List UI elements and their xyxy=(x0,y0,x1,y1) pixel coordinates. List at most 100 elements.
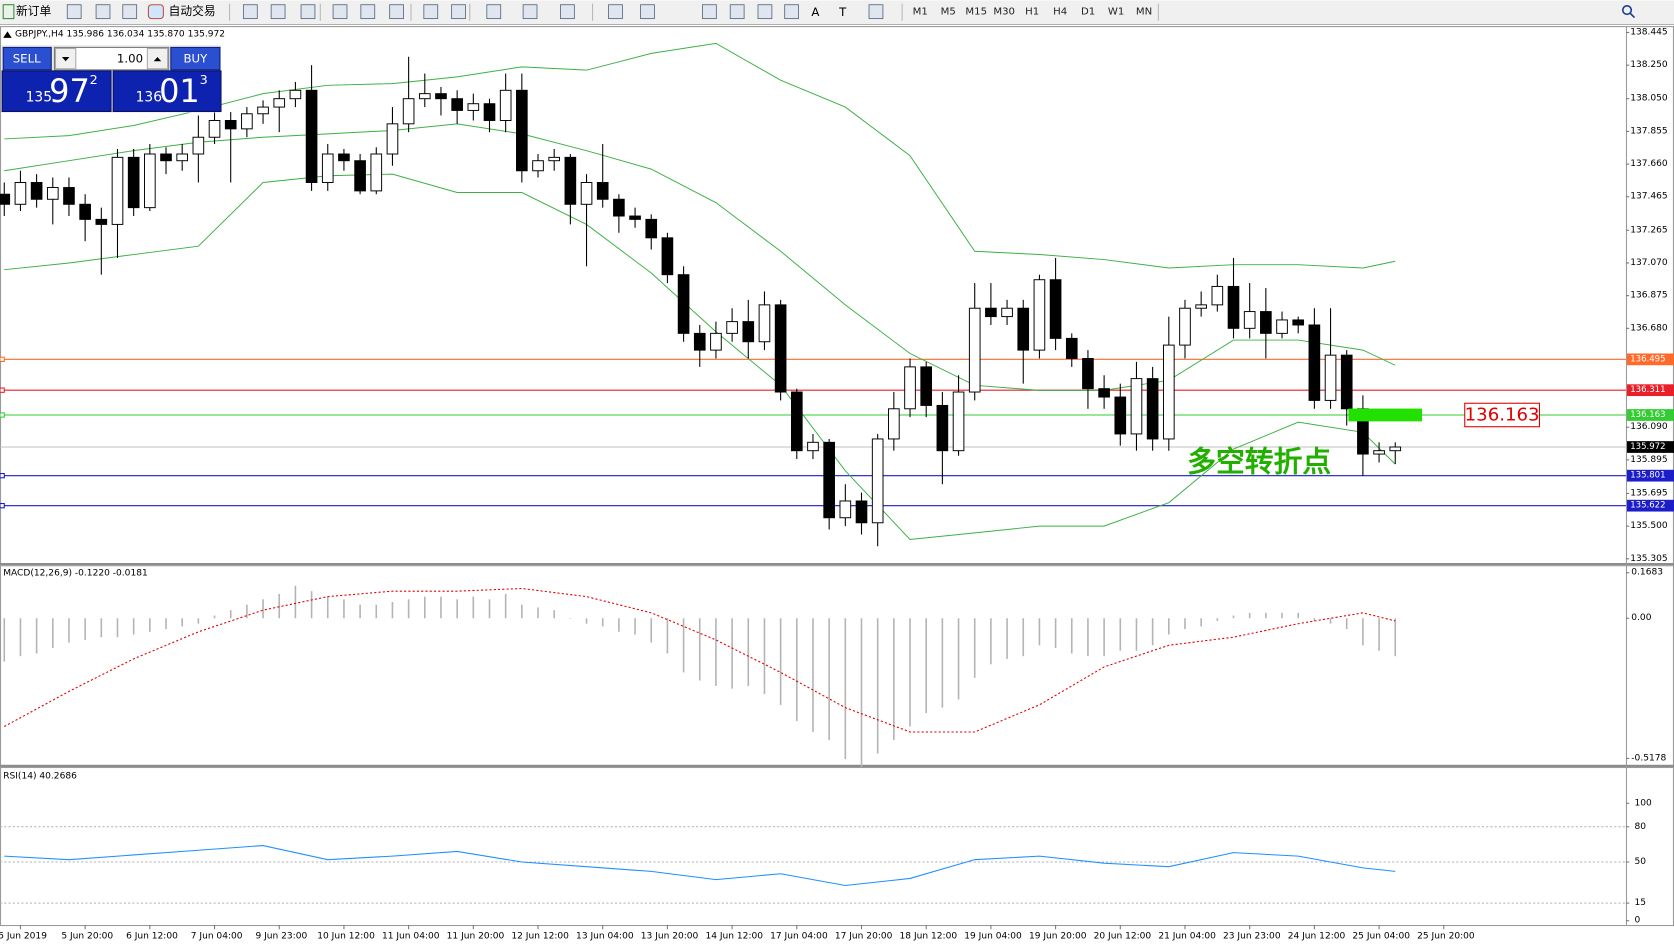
candle-body xyxy=(499,89,512,121)
macd-bar xyxy=(1054,618,1057,649)
macd-bar xyxy=(715,618,717,686)
candle-body xyxy=(451,98,463,111)
candle-body xyxy=(402,98,415,125)
toolbar-icon[interactable] xyxy=(702,4,717,20)
toolbar-icon[interactable] xyxy=(95,4,111,20)
timeframe-button[interactable]: H4 xyxy=(1053,7,1067,18)
macd-bar xyxy=(990,618,992,665)
candle-body xyxy=(1276,319,1288,334)
panel-splitter xyxy=(0,563,1674,566)
time-tick-label: 13 Jun 20:00 xyxy=(641,932,699,942)
macd-bar xyxy=(504,593,507,619)
timeframe-button[interactable]: D1 xyxy=(1081,7,1095,18)
plots: 138.445 138.250 138.050 137.855 137.660 137.4… xyxy=(0,27,1674,942)
candle-body xyxy=(224,119,237,130)
toolbar-icon[interactable] xyxy=(522,4,538,20)
toolbar-icon[interactable] xyxy=(560,4,575,20)
level-marker xyxy=(0,387,5,393)
lot-input[interactable] xyxy=(53,46,170,71)
toolbar-icon[interactable] xyxy=(757,4,773,20)
buy-button[interactable] xyxy=(170,46,221,71)
price-tick-label: 135.305 xyxy=(1630,554,1667,564)
candle-body xyxy=(289,89,302,100)
time-tick-label: 11 Jun 04:00 xyxy=(382,932,440,942)
macd-bar xyxy=(456,599,458,619)
level-marker xyxy=(0,472,5,479)
candle-body xyxy=(354,160,366,192)
toolbar-icon[interactable] xyxy=(608,4,623,20)
toolbar-icon[interactable] xyxy=(242,4,258,20)
candle-body xyxy=(127,156,140,209)
candle-body xyxy=(0,193,11,205)
macd-bar xyxy=(1248,612,1251,619)
price-tick-label: 135.500 xyxy=(1630,521,1668,531)
candle-body xyxy=(305,89,318,183)
toolbar-icon[interactable] xyxy=(270,4,286,20)
ask-box[interactable] xyxy=(112,70,222,113)
time-tick-label: 17 Jun 20:00 xyxy=(835,932,893,942)
price-tick-label: 137.070 xyxy=(1630,258,1668,268)
macd-bar xyxy=(149,618,151,632)
last-price-tag xyxy=(1627,441,1674,453)
macd-bar xyxy=(51,618,54,649)
collapse-arrow[interactable] xyxy=(3,31,12,38)
candle-body xyxy=(871,438,884,524)
macd-tick-label: -0.5178 xyxy=(1631,753,1666,763)
candle-body xyxy=(1114,396,1127,435)
timeframe-button[interactable]: MN xyxy=(1136,7,1152,18)
label-tool[interactable]: T xyxy=(838,5,847,19)
new-order-icon[interactable] xyxy=(2,4,15,20)
sell-button[interactable] xyxy=(2,46,52,71)
toolbar-icon[interactable] xyxy=(640,4,655,20)
macd-bar xyxy=(747,618,750,686)
price-tick-label: 136.680 xyxy=(1630,323,1668,333)
auto-trading-icon[interactable] xyxy=(147,4,164,20)
toolbar-icon[interactable] xyxy=(66,4,82,20)
macd-bar xyxy=(197,618,200,624)
macd-bar xyxy=(68,618,70,643)
candle-body xyxy=(111,156,124,225)
toolbar-icon[interactable] xyxy=(389,4,404,20)
auto-trading-button[interactable]: 自动交易 xyxy=(169,4,216,18)
new-order-button[interactable]: 新订单 xyxy=(16,4,51,18)
timeframe-button[interactable]: H1 xyxy=(1025,7,1039,18)
toolbar-icon[interactable] xyxy=(868,4,884,20)
macd-bar xyxy=(3,618,6,662)
ask-big: 136 xyxy=(136,90,162,106)
candle-body xyxy=(1162,344,1175,440)
text-tool[interactable]: A xyxy=(811,5,819,19)
toolbar-icon[interactable] xyxy=(451,4,466,20)
candle-body xyxy=(483,103,496,121)
candle-body xyxy=(790,391,803,452)
candle-body xyxy=(418,93,431,100)
toolbar-icon[interactable] xyxy=(486,4,502,20)
level-tag xyxy=(1627,384,1674,397)
time-tick-label: 9 Jun 23:00 xyxy=(255,932,307,942)
timeframe-button[interactable]: M1 xyxy=(913,7,928,18)
timeframe-button[interactable]: M30 xyxy=(993,7,1015,18)
candle-body xyxy=(693,332,706,351)
toolbar-icon[interactable] xyxy=(360,4,376,20)
search-icon[interactable] xyxy=(1621,4,1633,16)
bid-box[interactable] xyxy=(1,70,112,113)
macd-signal xyxy=(4,587,1396,733)
toolbar-icon[interactable] xyxy=(423,4,439,20)
candle-body xyxy=(888,408,900,440)
toolbar-icon[interactable] xyxy=(784,4,799,20)
toolbar-icon[interactable] xyxy=(729,4,745,20)
timeframe-button[interactable]: M5 xyxy=(941,7,956,18)
macd-bar xyxy=(1103,618,1105,657)
timeframe-button[interactable]: W1 xyxy=(1108,7,1124,18)
timeframe-button[interactable]: M15 xyxy=(965,7,987,18)
candle-body xyxy=(467,103,480,111)
macd-bar xyxy=(213,615,216,619)
toolbar-icon[interactable] xyxy=(122,4,138,20)
macd-bar xyxy=(601,618,604,627)
macd-bar xyxy=(1313,618,1316,621)
toolbar-icon[interactable] xyxy=(300,4,316,20)
macd-bar xyxy=(909,618,911,727)
macd-bar xyxy=(1345,618,1348,630)
candle-body xyxy=(1001,307,1013,318)
macd-bar xyxy=(359,604,361,619)
toolbar-icon[interactable] xyxy=(332,4,348,20)
